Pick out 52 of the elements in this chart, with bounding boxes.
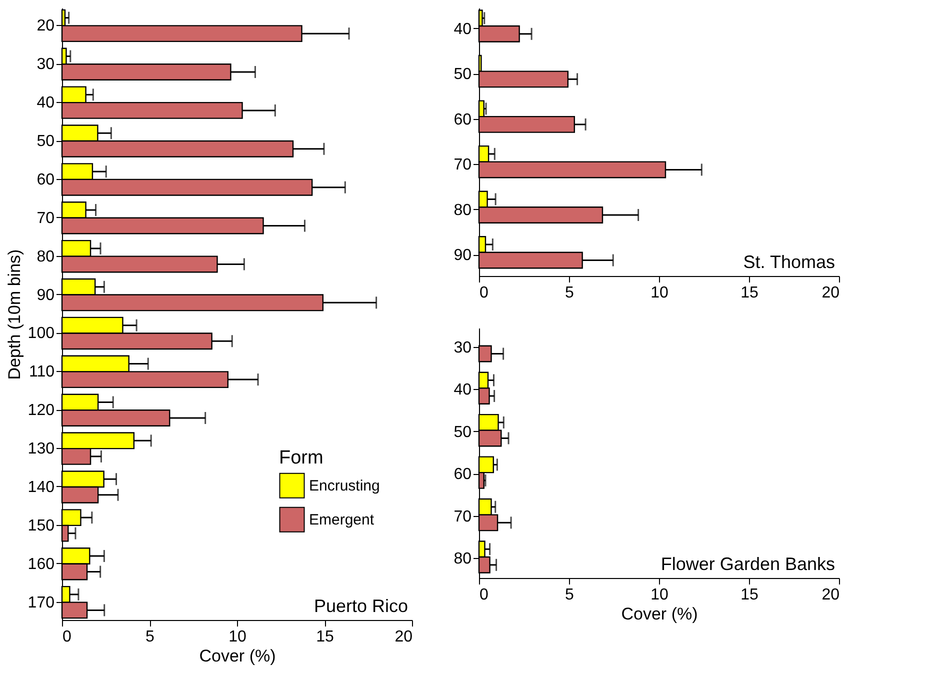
x-tick-label: 5 [565,284,574,302]
y-tick-label: 110 [28,364,55,381]
y-tick-label: 50 [36,133,55,150]
y-tick-label: 70 [454,156,472,174]
y-tick-label: 40 [36,94,55,112]
y-tick-label: 100 [28,325,55,342]
x-tick-label: 10 [228,628,246,646]
x-tick-label: 20 [822,586,840,604]
x-tick-label: 20 [822,284,840,302]
y-tick-label: 30 [36,56,55,74]
x-tick-label: 10 [650,586,668,604]
y-tick-label: 50 [454,424,472,441]
y-tick-label: 80 [454,550,472,568]
y-tick-label: 20 [36,18,55,35]
y-tick-label: 40 [454,382,472,399]
x-tick-label: 0 [62,628,72,646]
legend-title: Form [279,448,324,469]
y-tick-label: 50 [454,66,472,84]
y-tick-label: 140 [28,478,55,496]
x-axis-title: Cover (%) [199,646,276,666]
x-tick-label: 5 [146,628,155,646]
x-tick-label: 15 [740,284,758,302]
y-tick-label: 90 [36,286,55,304]
x-axis-title: Cover (%) [621,604,698,624]
y-tick-label: 160 [28,556,55,573]
y-tick-label: 150 [28,517,55,534]
y-tick-label: 60 [454,466,472,484]
text: Puerto Rico [314,596,408,616]
y-tick-label: 170 [28,594,55,612]
x-tick-label: 20 [394,628,413,646]
x-tick-label: 0 [480,284,488,302]
y-tick-label: 130 [28,440,55,458]
x-tick-label: 15 [740,586,758,604]
x-tick-label: 0 [480,586,488,604]
y-tick-label: 80 [36,248,55,266]
y-tick-label: 60 [454,111,472,128]
legend-label: Encrusting [309,478,380,495]
y-tick-label: 70 [454,508,472,526]
x-tick-label: 10 [650,284,668,302]
y-tick-label: 120 [28,402,55,420]
text: Flower Garden Banks [660,554,835,574]
x-tick-label: 15 [316,628,334,646]
y-tick-label: 70 [36,210,55,227]
legend-label: Emergent [309,512,375,529]
y-axis-title: Depth (10m bins) [4,249,24,380]
text: St. Thomas [743,252,835,272]
y-tick-label: 80 [454,202,472,219]
y-tick-label: 90 [454,247,472,264]
y-tick-label: 40 [454,20,472,38]
x-tick-label: 5 [565,586,574,604]
y-tick-label: 60 [36,171,55,188]
y-tick-label: 30 [454,339,472,356]
